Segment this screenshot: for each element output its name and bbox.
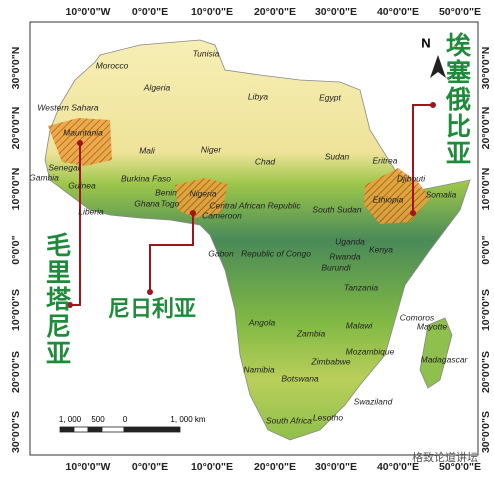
country-label: Swaziland: [354, 396, 393, 406]
country-label: Niger: [201, 144, 222, 154]
latitude-label: 20°0'0"S: [10, 351, 22, 393]
country-label: Botswana: [281, 373, 319, 383]
country-label: Algeria: [143, 82, 171, 92]
latitude-label: 10°0'0"S: [10, 289, 22, 331]
latitude-label: 30°0'0"N: [480, 47, 492, 90]
latitude-label: 30°0'0"S: [480, 411, 492, 453]
country-label: Djibouti: [397, 173, 426, 183]
watermark: 格致论道讲坛: [412, 450, 478, 464]
country-label: Mali: [139, 145, 156, 155]
latitude-label: 30°0'0"S: [10, 411, 22, 453]
longitude-label: 50°0'0"E: [439, 6, 481, 18]
longitude-label: 10°0'0"W: [66, 6, 111, 18]
country-label: Mozambique: [346, 346, 395, 356]
country-label: Zimbabwe: [310, 356, 350, 366]
country-label: Republic of Congo: [241, 248, 311, 258]
africa: [44, 39, 471, 441]
latitude-label: 10°0'0"N: [10, 168, 22, 211]
country-label: Namibia: [243, 364, 274, 374]
scale-label: 0: [123, 415, 128, 424]
madagascar: [419, 317, 453, 389]
longitude-label: 20°0'0"E: [254, 6, 296, 18]
country-label: Libya: [248, 91, 269, 101]
north-arrow: [430, 55, 446, 78]
country-label: South Sudan: [312, 204, 361, 214]
country-label: Cameroon: [202, 210, 242, 220]
callout-dots: [67, 102, 436, 308]
country-label: Eritrea: [372, 155, 397, 165]
country-label: Togo: [161, 198, 180, 208]
latitude-label: 20°0'0"N: [480, 107, 492, 150]
country-label: Senegal: [48, 162, 80, 172]
scale-label: 500: [91, 415, 105, 424]
scale-bar: [59, 426, 181, 433]
country-label: South Africa: [266, 415, 312, 425]
longitude-label: 50°0'0"E: [439, 461, 481, 473]
latitude-label: 20°0'0"S: [480, 351, 492, 393]
country-label: Western Sahara: [37, 102, 99, 112]
latitude-label: 30°0'0"N: [10, 47, 22, 90]
country-label: Sudan: [325, 151, 350, 161]
latitude-label: 10°0'0"S: [480, 289, 492, 331]
country-label: Ghana: [134, 198, 160, 208]
north-label: N: [421, 35, 430, 50]
hatch-nigeria: [175, 178, 228, 218]
longitude-label: 0°0'0"E: [132, 6, 168, 18]
country-label: Morocco: [96, 60, 129, 70]
country-label: Angola: [248, 317, 276, 327]
longitude-label: 0°0'0"E: [132, 461, 168, 473]
country-label: Lesotho: [313, 412, 344, 422]
callout-ethiopia: 埃塞俄比亚: [443, 32, 473, 167]
country-label: Gambia: [29, 172, 59, 182]
country-label: Nigeria: [190, 188, 217, 198]
country-label: Mayotte: [417, 321, 448, 331]
latitude-label: 10°0'0"N: [480, 168, 492, 211]
country-label: Gabon: [208, 248, 234, 258]
country-label: Uganda: [335, 236, 365, 246]
country-label: Tunisia: [193, 48, 220, 58]
longitude-label: 30°0'0"E: [315, 461, 357, 473]
country-label: Comoros: [400, 312, 435, 322]
longitude-label: 10°0'0"E: [191, 6, 233, 18]
longitude-label: 30°0'0"E: [315, 6, 357, 18]
country-label: Benin: [155, 187, 177, 197]
country-label: Tanzania: [344, 282, 378, 292]
latitude-label: 0°0'0": [480, 235, 492, 264]
longitude-label: 10°0'0"E: [191, 461, 233, 473]
callout-lines: [70, 104, 433, 306]
latitude-label: 0°0'0": [10, 235, 22, 264]
country-label: Burundi: [321, 262, 351, 272]
country-label: Kenya: [369, 244, 393, 254]
longitude-label: 10°0'0"W: [66, 461, 111, 473]
longitude-label: 40°0'0"E: [377, 461, 419, 473]
country-label: Madagascar: [421, 354, 469, 364]
country-label: Guinea: [68, 180, 96, 190]
country-label: Somalia: [426, 189, 457, 199]
scale-label: 1, 000: [59, 415, 82, 424]
callout-mauritania: 毛里塔尼亚: [43, 232, 72, 367]
country-label: Chad: [255, 156, 276, 166]
country-label: Ethiopia: [373, 194, 404, 204]
country-label: Rwanda: [329, 251, 360, 261]
callout-nigeria: 尼日利亚: [108, 296, 196, 322]
latitude-label: 20°0'0"N: [10, 107, 22, 150]
scale-label: 1, 000 km: [170, 415, 205, 424]
country-label: Burkina Faso: [121, 173, 171, 183]
country-label: Egypt: [319, 92, 341, 102]
longitude-label: 20°0'0"E: [254, 461, 296, 473]
country-label: Mauritania: [63, 127, 103, 137]
country-label: Central African Republic: [209, 200, 301, 210]
country-label: Liberia: [78, 206, 104, 216]
longitude-label: 40°0'0"E: [377, 6, 419, 18]
country-label: Zambia: [296, 328, 326, 338]
country-label: Malawi: [346, 320, 374, 330]
